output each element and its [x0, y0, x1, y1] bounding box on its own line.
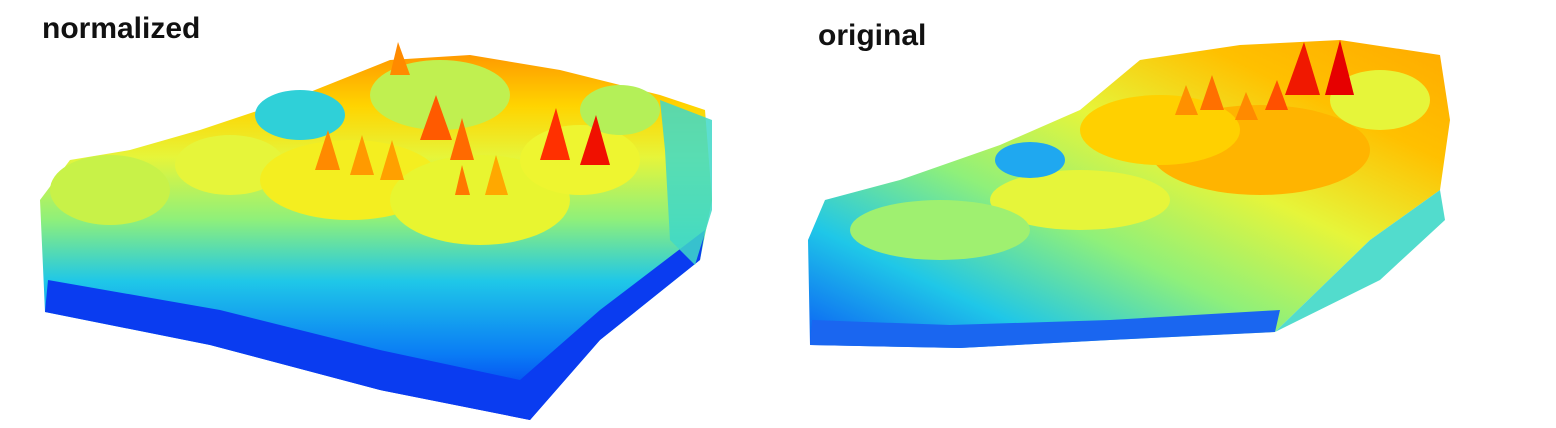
original-ground [810, 310, 1280, 348]
original-tree-peaks [1175, 40, 1354, 120]
normalized-point-cloud [40, 42, 712, 420]
original-panel: original [780, 0, 1556, 428]
panel-title-original: original [818, 19, 927, 52]
panel-title-normalized: normalized [42, 12, 201, 45]
normalized-side-wall [660, 100, 712, 265]
normalized-panel: normalized [0, 0, 760, 428]
normalized-ground [45, 230, 705, 420]
normalized-tree-peaks [315, 42, 610, 195]
original-point-cloud [808, 40, 1450, 348]
original-side-wall [1275, 190, 1445, 332]
original-canopy [850, 70, 1430, 260]
